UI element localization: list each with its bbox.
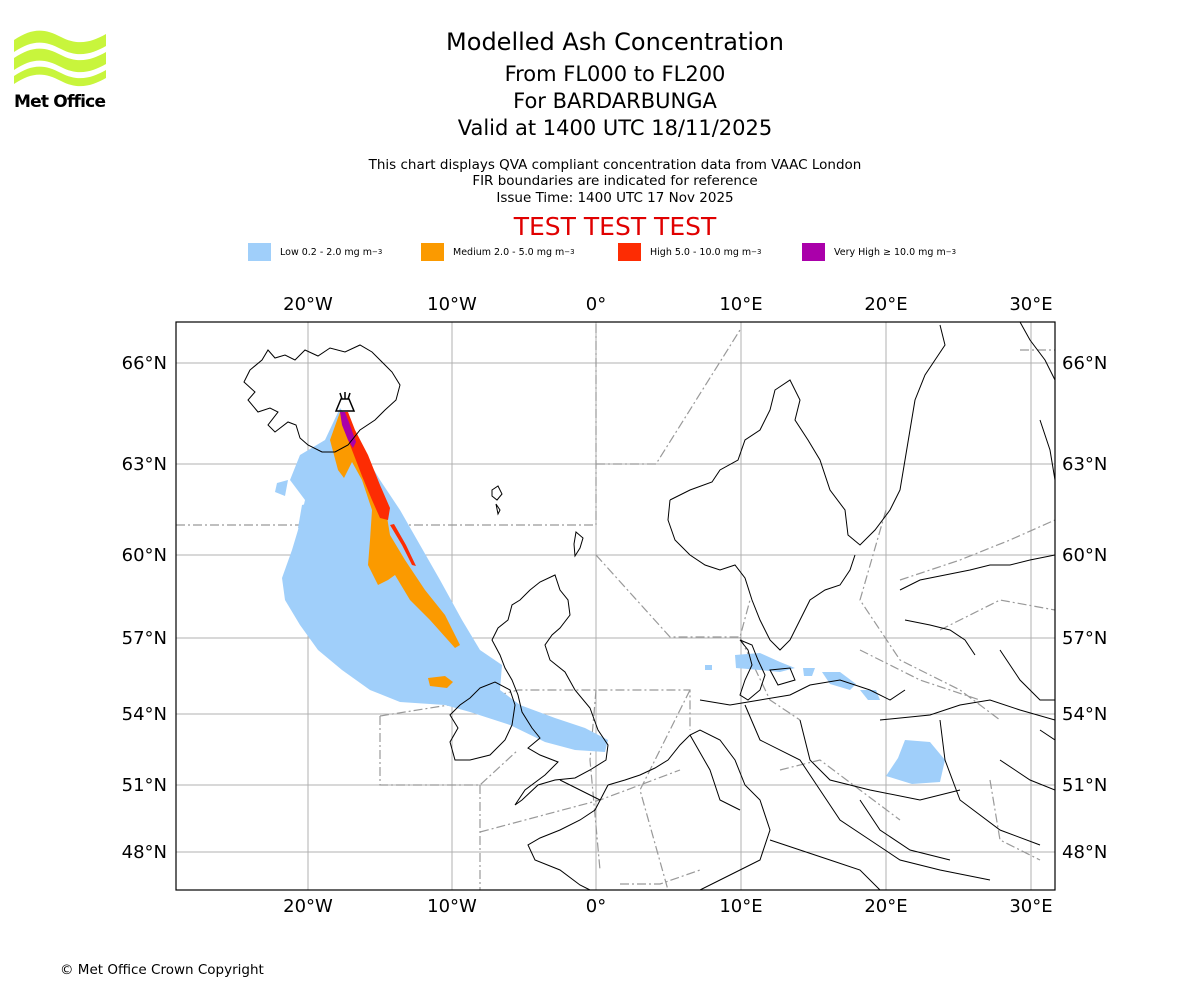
issue-time: Issue Time: 1400 UTC 17 Nov 2025 <box>496 190 734 206</box>
lat-label: 63°N <box>122 454 167 475</box>
legend-high-unit: −3 <box>751 248 762 256</box>
ash-very-high <box>340 412 356 448</box>
lon-labels-bottom: 20°W 10°W 0° 10°E 20°E 30°E <box>283 896 1052 917</box>
legend-low-swatch <box>248 243 271 261</box>
lat-label: 57°N <box>122 628 167 649</box>
legend-very-high-label: Very High ≥ 10.0 mg m <box>834 246 946 258</box>
flight-level-range: From FL000 to FL200 <box>504 62 726 86</box>
lat-labels-left: 66°N 63°N 60°N 57°N 54°N 51°N 48°N <box>122 353 167 863</box>
lon-label: 10°E <box>719 294 762 315</box>
lon-label: 0° <box>586 294 606 315</box>
lon-label: 10°E <box>719 896 762 917</box>
lon-label: 30°E <box>1009 896 1052 917</box>
lon-labels-top: 20°W 10°W 0° 10°E 20°E 30°E <box>283 294 1052 315</box>
legend-medium-label: Medium 2.0 - 5.0 mg m <box>453 246 565 258</box>
chart-title: Modelled Ash Concentration <box>446 28 784 56</box>
lon-label: 20°E <box>864 896 907 917</box>
lon-label: 30°E <box>1009 294 1052 315</box>
lat-label: 60°N <box>122 545 167 566</box>
legend-low-unit: −3 <box>372 248 383 256</box>
lat-label: 51°N <box>122 775 167 796</box>
legend-medium-unit: −3 <box>564 248 575 256</box>
legend-high: High 5.0 - 10.0 mg m −3 <box>618 243 762 261</box>
lat-label: 66°N <box>1062 353 1107 374</box>
legend-high-label: High 5.0 - 10.0 mg m <box>650 246 752 258</box>
legend-very-high: Very High ≥ 10.0 mg m −3 <box>802 243 956 261</box>
legend-very-high-unit: −3 <box>945 248 957 256</box>
lon-label: 0° <box>586 896 606 917</box>
valid-time: Valid at 1400 UTC 18/11/2025 <box>457 116 773 140</box>
legend-low: Low 0.2 - 2.0 mg m −3 <box>248 243 382 261</box>
lon-label: 10°W <box>427 896 477 917</box>
lat-labels-right: 66°N 63°N 60°N 57°N 54°N 51°N 48°N <box>1062 353 1107 863</box>
lat-label: 60°N <box>1062 545 1107 566</box>
lat-label: 66°N <box>122 353 167 374</box>
legend-medium-swatch <box>421 243 444 261</box>
lat-label: 54°N <box>1062 704 1107 725</box>
volcano-name: For BARDARBUNGA <box>513 89 717 113</box>
lat-label: 57°N <box>1062 628 1107 649</box>
legend-very-high-swatch <box>802 243 825 261</box>
info-line-fir: FIR boundaries are indicated for referen… <box>472 173 758 189</box>
lon-label: 10°W <box>427 294 477 315</box>
map-frame <box>175 321 1056 891</box>
lat-label: 48°N <box>1062 842 1107 863</box>
lat-label: 51°N <box>1062 775 1107 796</box>
test-banner: TEST TEST TEST <box>513 212 717 241</box>
legend-high-swatch <box>618 243 641 261</box>
legend-low-label: Low 0.2 - 2.0 mg m <box>280 246 372 258</box>
lon-label: 20°W <box>283 896 333 917</box>
lat-label: 48°N <box>122 842 167 863</box>
lat-label: 63°N <box>1062 454 1107 475</box>
coastlines <box>243 322 1055 890</box>
lat-label: 54°N <box>122 704 167 725</box>
lon-label: 20°W <box>283 294 333 315</box>
volcano-marker-icon <box>334 392 356 412</box>
info-line-vaac: This chart displays QVA compliant concen… <box>368 157 862 173</box>
lon-label: 20°E <box>864 294 907 315</box>
met-office-logo-text: Met Office <box>14 92 106 112</box>
copyright-notice: © Met Office Crown Copyright <box>60 962 264 978</box>
met-office-logo-icon <box>14 30 106 87</box>
legend-medium: Medium 2.0 - 5.0 mg m −3 <box>421 243 575 261</box>
